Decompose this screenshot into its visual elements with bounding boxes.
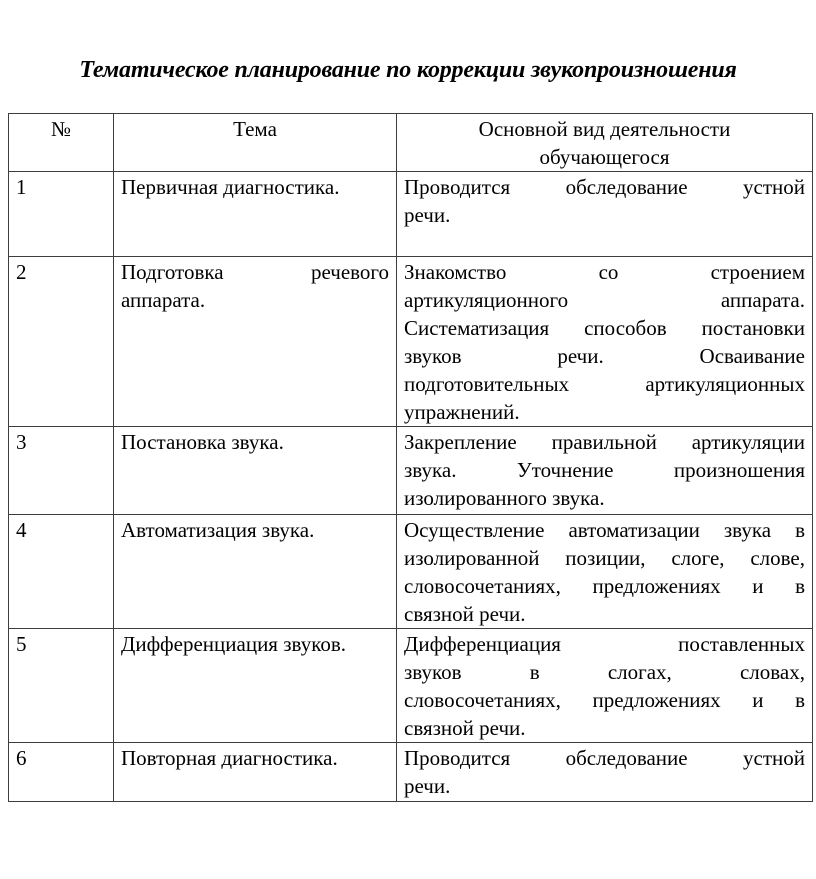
text-line: Закрепление правильной артикуляции [404, 430, 805, 454]
text-line: связной речи. [404, 602, 526, 626]
text-line: Систематизация способов постановки [404, 316, 805, 340]
header-cell-activity: Основной вид деятельности обучающегося [396, 113, 813, 172]
header-cell-number: № [8, 113, 114, 172]
header-cell-topic: Тема [113, 113, 397, 172]
text-line: речи. [404, 203, 451, 227]
text-line: Знакомство со строением [404, 260, 805, 284]
text-line: Дифференциация звуков. [121, 632, 347, 656]
text-line: словосочетаниях, предложениях и в [404, 574, 805, 598]
cell-topic: Первичная диагностика. [113, 171, 397, 257]
text-line: аппарата. [121, 288, 206, 312]
cell-activity: Осуществление автоматизации звука в изоли… [396, 514, 813, 629]
text-line: изолированной позиции, слоге, слове, [404, 546, 805, 570]
text-line: Постановка звука. [121, 430, 284, 454]
table-header-row: № Тема Основной вид деятельности обучающе… [8, 113, 813, 172]
cell-activity: Дифференциация поставленных звуков в слог… [396, 628, 813, 743]
cell-number: 6 [8, 742, 114, 802]
cell-number: 1 [8, 171, 114, 257]
table-row: 3 Постановка звука. Закрепление правильн… [8, 426, 813, 515]
text-line: звуков в слогах, словах, [404, 660, 805, 684]
text-line: звука. Уточнение произношения [404, 458, 805, 482]
text-line: связной речи. [404, 716, 526, 740]
document-title: Тематическое планирование по коррекции з… [79, 57, 737, 83]
thematic-planning-table: № Тема Основной вид деятельности обучающе… [8, 113, 813, 802]
cell-topic: Повторная диагностика. [113, 742, 397, 802]
text-line: Автоматизация звука. [121, 518, 315, 542]
text-line: словосочетаниях, предложениях и в [404, 688, 805, 712]
text-line: Проводится обследование устной [404, 175, 805, 199]
cell-number: 3 [8, 426, 114, 515]
table-row: 4 Автоматизация звука. Осуществление авт… [8, 514, 813, 629]
table-row: 6 Повторная диагностика. Проводится обсл… [8, 742, 813, 802]
text-line: Первичная диагностика. [121, 175, 340, 199]
text-line: Основной вид деятельности [478, 117, 731, 141]
cell-topic: Подготовка речевого аппарата. [113, 256, 397, 427]
cell-activity: Проводится обследование устной речи. [396, 742, 813, 802]
cell-activity: Проводится обследование устной речи. [396, 171, 813, 257]
cell-number: 5 [8, 628, 114, 743]
text-line: Подготовка речевого [121, 260, 389, 284]
text-line: звуков речи. Осваивание [404, 344, 805, 368]
document-page: Тематическое планирование по коррекции з… [0, 56, 816, 802]
cell-activity: Закрепление правильной артикуляции звука.… [396, 426, 813, 515]
table-row: 1 Первичная диагностика. Проводится обсл… [8, 171, 813, 257]
cell-number: 4 [8, 514, 114, 629]
text-line: артикуляционного аппарата. [404, 288, 805, 312]
cell-number: 2 [8, 256, 114, 427]
text-line: подготовительных артикуляционных [404, 372, 805, 396]
cell-topic: Постановка звука. [113, 426, 397, 515]
text-line: Проводится обследование устной [404, 746, 805, 770]
text-line: Повторная диагностика. [121, 746, 338, 770]
text-line: изолированного звука. [404, 486, 605, 510]
text-line: Дифференциация поставленных [404, 632, 805, 656]
text-line: речи. [404, 774, 451, 798]
cell-topic: Дифференциация звуков. [113, 628, 397, 743]
table-row: 2 Подготовка речевого аппарата. Знакомств… [8, 256, 813, 427]
text-line: Осуществление автоматизации звука в [404, 518, 805, 542]
cell-topic: Автоматизация звука. [113, 514, 397, 629]
text-line: упражнений. [404, 400, 520, 424]
text-line: обучающегося [539, 145, 670, 169]
table-row: 5 Дифференциация звуков. Дифференциация … [8, 628, 813, 743]
cell-activity: Знакомство со строением артикуляционного … [396, 256, 813, 427]
